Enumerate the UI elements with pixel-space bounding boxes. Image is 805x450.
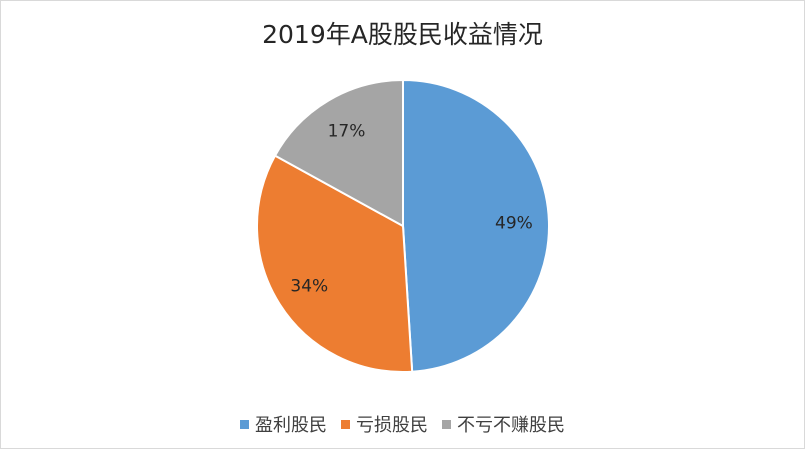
legend-swatch-breakeven xyxy=(442,419,451,429)
data-label-profit: 49% xyxy=(495,214,533,234)
legend-item-breakeven[interactable]: 不亏不赚股民 xyxy=(442,411,565,437)
pie-slice-breakeven[interactable] xyxy=(273,78,404,228)
pie-slice-profit[interactable] xyxy=(402,78,551,373)
legend-label-profit: 盈利股民 xyxy=(255,415,327,436)
legend-item-profit[interactable]: 盈利股民 xyxy=(240,411,327,437)
legend: 盈利股民 亏损股民 不亏不赚股民 xyxy=(1,411,804,437)
pie-labels: 49% 34% 17% xyxy=(290,121,532,296)
legend-label-loss: 亏损股民 xyxy=(356,415,428,436)
legend-label-breakeven: 不亏不赚股民 xyxy=(457,415,565,436)
legend-swatch-loss xyxy=(341,419,350,429)
chart-title: 2019年A股股民收益情况 xyxy=(262,20,543,49)
legend-swatch-profit xyxy=(240,419,249,429)
data-label-breakeven: 17% xyxy=(328,121,366,141)
pie-slices xyxy=(256,78,551,373)
legend-item-loss[interactable]: 亏损股民 xyxy=(341,411,428,437)
data-label-loss: 34% xyxy=(290,276,328,296)
